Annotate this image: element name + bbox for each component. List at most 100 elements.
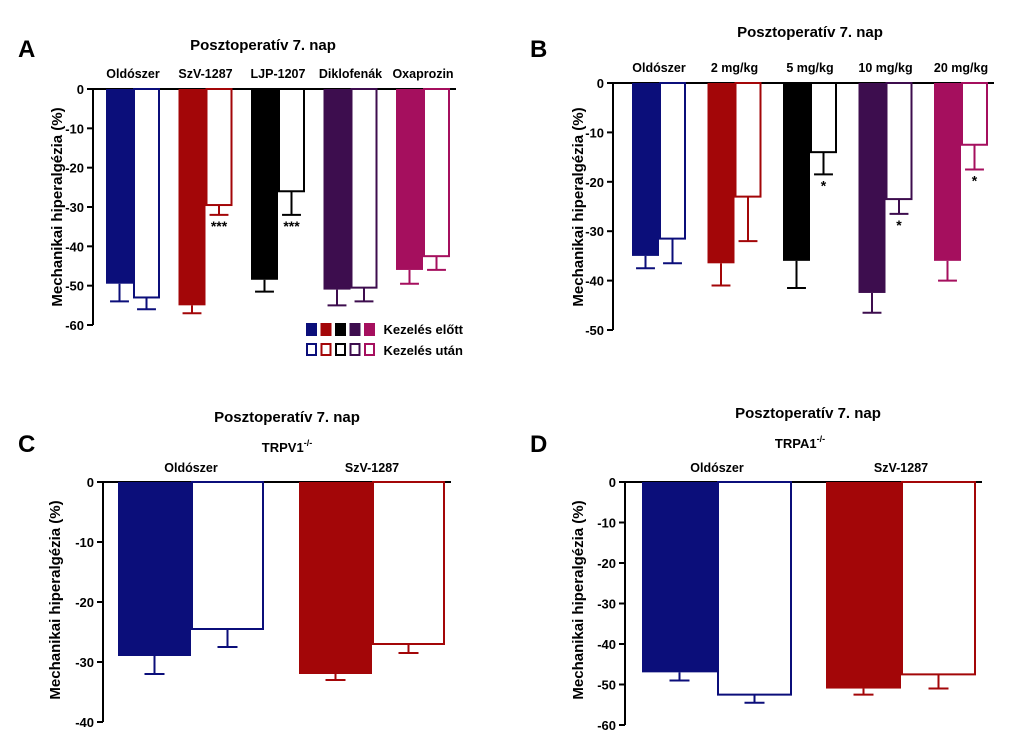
y-tick-label: -20 [65,161,84,176]
y-tick-label: -10 [585,125,604,140]
significance-marker: *** [211,218,228,234]
category-label: Oldószer [632,61,686,75]
bar-after [734,82,762,198]
category-label: SzV-1287 [874,461,928,475]
bar-before [299,482,372,674]
category-label: 10 mg/kg [858,61,912,75]
legend-swatch-after [349,343,361,356]
y-tick-label: -40 [597,637,616,652]
chart-title: Posztoperatív 7. nap [735,405,881,422]
category-label: 2 mg/kg [711,61,758,75]
panel-b: B Posztoperatív 7. nap Mechanikai hiperalg… [530,24,994,338]
bar-before [106,89,133,284]
bar-after [885,82,913,201]
y-tick-label: 0 [87,475,94,490]
y-tick-label: -30 [597,597,616,612]
chart-title: Posztoperatív 7. nap [190,37,336,54]
y-tick-label: -50 [597,678,616,693]
significance-marker: * [821,177,827,193]
panel-letter: C [18,431,35,458]
y-tick-label: -60 [65,318,84,333]
bar-after [191,481,264,630]
y-tick-label: -30 [585,224,604,239]
bar-before [632,83,659,256]
bar-before [707,83,735,264]
bar-after [659,82,686,240]
legend-label-after: Kezelés után [384,343,464,358]
panel-letter: A [18,36,35,63]
y-tick-label: -50 [585,323,604,338]
bar-after [717,481,792,696]
y-tick-label: -10 [65,121,84,136]
legend-swatch-after [320,343,332,356]
significance-marker: * [972,172,978,188]
y-tick-label: -50 [65,279,84,294]
y-tick-label: -40 [65,239,84,254]
y-axis-label: Mechanikai hiperalgézia (%) [49,107,66,306]
legend-swatch-before [349,323,361,336]
legend-swatch-after [306,343,317,356]
bar-before [118,482,191,656]
bar-before [642,482,717,673]
bar-before [783,83,810,261]
bar-before [934,83,961,261]
y-tick-label: -20 [75,595,94,610]
category-label: LJP-1207 [251,67,306,81]
y-tick-label: 0 [77,82,84,97]
y-axis-label: Mechanikai hiperalgézia (%) [570,107,587,306]
panel-c: C Posztoperatív 7. nap TRPV1-/- Mechanikai … [18,409,451,730]
legend-swatch-after [335,343,346,356]
y-tick-label: -20 [597,556,616,571]
category-label: Oldószer [164,461,218,475]
legend-swatch-before [320,323,332,336]
y-tick-label: -20 [585,175,604,190]
chart-title: Posztoperatív 7. nap [214,409,360,426]
legend-swatch-before [335,323,346,336]
category-label: Oldószer [106,67,160,81]
legend-swatch-after [364,343,375,356]
bar-before [826,482,901,689]
bar-after [133,88,160,299]
legend-swatch-before [364,323,375,336]
bar-before [323,89,351,290]
panel-letter: B [530,36,547,63]
genotype-label: TRPA1-/- [775,434,825,451]
category-label: Oxaprozin [392,67,453,81]
bar-after [901,481,976,676]
legend-label-before: Kezelés előtt [384,322,464,337]
bar-after [961,82,988,146]
y-tick-label: -40 [585,274,604,289]
category-label: 5 mg/kg [786,61,833,75]
significance-marker: *** [283,218,300,234]
category-label: SzV-1287 [178,67,232,81]
y-tick-label: 0 [609,475,616,490]
legend: Kezelés előtt Kezelés után [306,322,464,358]
category-label: Oldószer [690,461,744,475]
bar-after [372,481,445,645]
bar-after [205,88,233,207]
y-axis-label: Mechanikai hiperalgézia (%) [570,500,587,699]
bar-after [423,88,450,258]
y-tick-label: -60 [597,718,616,733]
bar-after [810,82,837,154]
y-tick-label: -40 [75,715,94,730]
legend-swatch-before [306,323,317,336]
y-tick-label: -30 [65,200,84,215]
significance-marker: * [896,217,902,233]
panel-a: A Posztoperatív 7. nap Mechanikai hiperalg… [18,36,464,358]
bar-before [396,89,423,270]
chart-title: Posztoperatív 7. nap [737,24,883,41]
category-label: 20 mg/kg [934,61,988,75]
y-tick-label: -10 [75,535,94,550]
panel-d: D Posztoperatív 7. nap TRPA1-/- Mechanikai … [530,405,982,733]
bar-after [350,88,378,289]
y-tick-label: 0 [597,76,604,91]
y-tick-label: -10 [597,516,616,531]
y-axis-label: Mechanikai hiperalgézia (%) [47,500,64,699]
bar-after [278,88,305,193]
panel-letter: D [530,431,547,458]
category-label: Diklofenák [319,67,382,81]
bar-before [858,83,886,293]
genotype-label: TRPV1-/- [262,438,312,455]
